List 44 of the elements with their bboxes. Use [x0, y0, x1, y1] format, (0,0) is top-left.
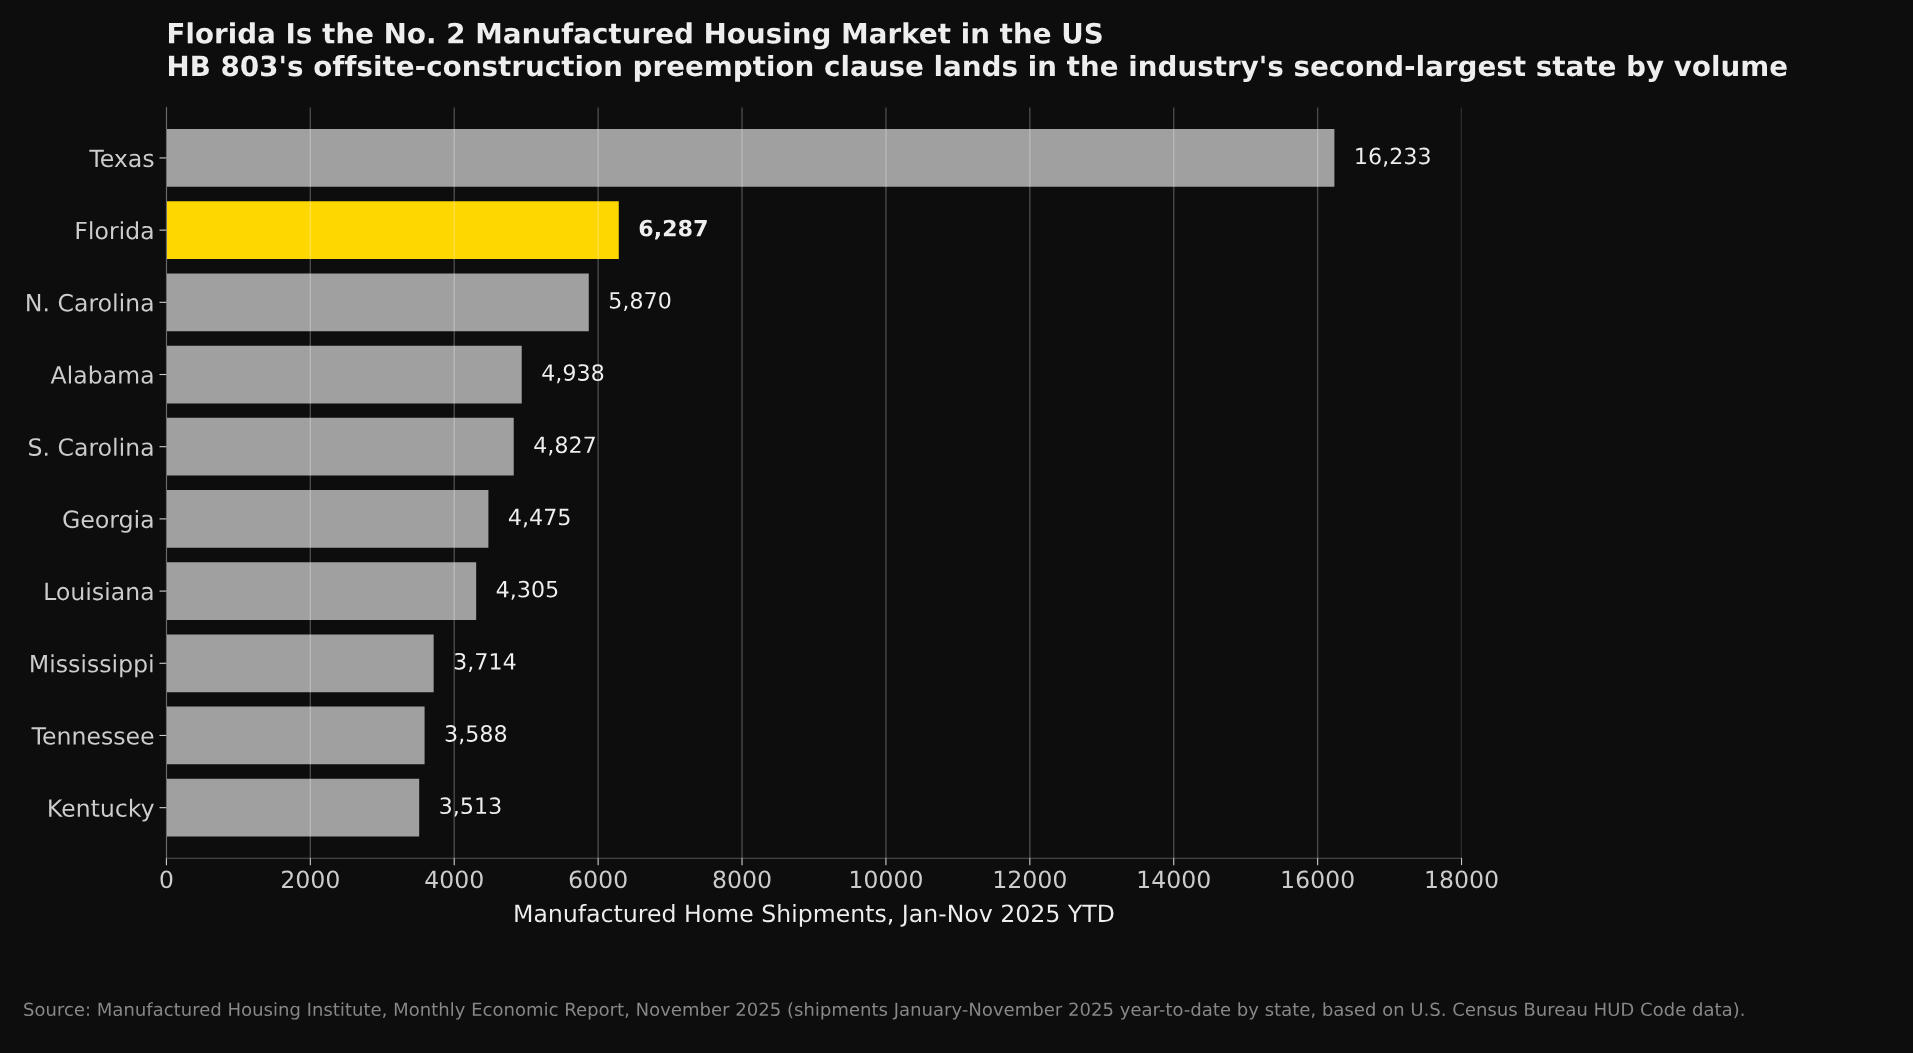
- y-tick-label: S. Carolina: [29, 437, 153, 457]
- y-tick-label: Kentucky: [49, 798, 154, 822]
- y-tick-label: Mississippi: [31, 654, 153, 678]
- bar: [166, 562, 477, 620]
- source-note: Source: Manufactured Housing Institute, Monthly Economic Report, November 2025 (shipments January-November 2025 year-to-date by state, based on U.S. Census Bureau HUD Code data).: [24, 1002, 1744, 1020]
- data-label: 16,233: [1356, 147, 1430, 167]
- x-tick-label: 10000: [850, 870, 922, 889]
- bar: [166, 201, 619, 260]
- data-label: 4,305: [496, 580, 558, 600]
- y-tick-label: Alabama: [50, 365, 153, 384]
- x-tick-label: 16000: [1282, 870, 1354, 889]
- chart-subtitle: HB 803's offsite-construction preemption clause lands in the industry's second-largest state by volume: [168, 54, 1787, 82]
- bar: [166, 490, 489, 548]
- y-tick-label: Florida: [76, 221, 153, 240]
- bar: [166, 129, 1335, 187]
- data-label: 5,870: [609, 291, 671, 312]
- x-tick-label: 0: [160, 870, 173, 889]
- x-tick-label: 4000: [425, 870, 483, 889]
- y-tick-label: Tennessee: [31, 727, 154, 745]
- x-tick-label: 6000: [569, 870, 627, 889]
- x-tick-label: 18000: [1426, 870, 1498, 889]
- y-tick-label: N. Carolina: [27, 293, 153, 312]
- bar: [166, 273, 589, 332]
- bar: [166, 706, 425, 765]
- x-tick-label: 8000: [713, 870, 771, 889]
- data-label: 4,475: [508, 508, 570, 528]
- x-tick-label: 2000: [282, 870, 339, 889]
- data-label: 4,827: [534, 436, 595, 456]
- data-label: 6,287: [639, 219, 707, 240]
- x-tick-label: 14000: [1138, 870, 1210, 889]
- bar: [166, 778, 420, 837]
- x-tick-label: 12000: [994, 870, 1066, 889]
- chart-title: Florida Is the No. 2 Manufactured Housing Market in the US: [168, 22, 1102, 50]
- data-label: 3,513: [440, 797, 501, 817]
- data-label: 4,938: [542, 364, 604, 384]
- bar: [166, 345, 522, 404]
- data-label: 3,588: [445, 725, 507, 745]
- bar: [166, 417, 514, 476]
- bar: [166, 634, 434, 693]
- data-label: 3,714: [454, 652, 516, 672]
- x-axis-title: Manufactured Home Shipments, Jan-Nov 2025 YTD: [515, 903, 1114, 927]
- y-tick-label: Texas: [89, 149, 154, 168]
- y-tick-label: Louisiana: [45, 582, 153, 601]
- y-tick-label: Georgia: [63, 509, 153, 533]
